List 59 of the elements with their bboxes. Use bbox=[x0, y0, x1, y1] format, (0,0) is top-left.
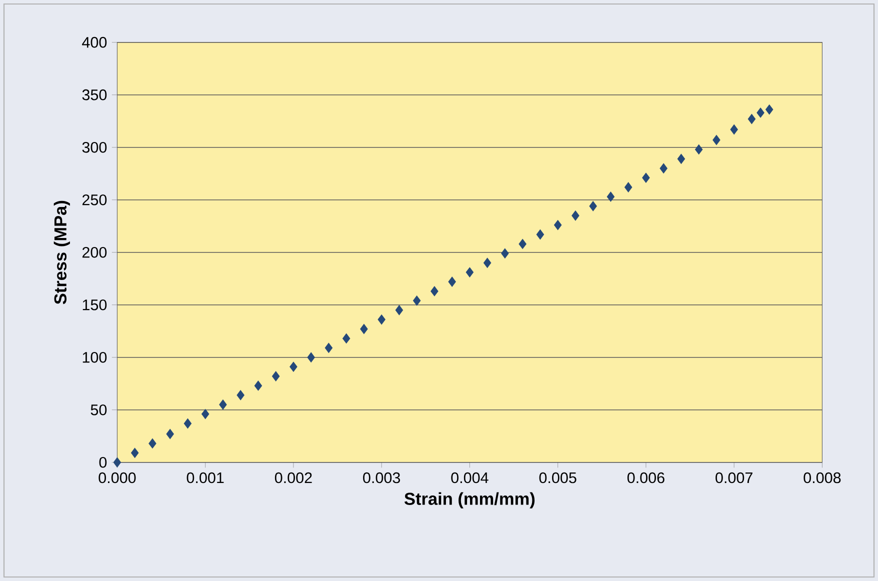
x-tick-label: 0.000 bbox=[98, 472, 136, 484]
x-tick-label: 0.005 bbox=[539, 472, 576, 484]
y-tick-label: 100 bbox=[82, 352, 107, 363]
x-tick-label: 0.006 bbox=[627, 472, 664, 484]
point bbox=[324, 342, 333, 353]
point bbox=[501, 248, 509, 258]
point bbox=[642, 172, 650, 183]
point bbox=[130, 448, 139, 458]
y-tick-label: 300 bbox=[82, 142, 107, 153]
point bbox=[518, 238, 526, 249]
point bbox=[184, 418, 192, 429]
point bbox=[166, 428, 174, 440]
x-tick-label: 0.003 bbox=[363, 472, 400, 484]
x-tick-label: 0.008 bbox=[804, 472, 841, 484]
y-tick-label: 250 bbox=[82, 194, 107, 206]
point bbox=[694, 144, 703, 154]
point bbox=[536, 229, 544, 240]
y-tick-label: 350 bbox=[82, 89, 107, 100]
point bbox=[448, 276, 456, 287]
point bbox=[342, 333, 350, 344]
point bbox=[395, 305, 404, 316]
point bbox=[624, 182, 632, 192]
point bbox=[589, 201, 597, 212]
point bbox=[466, 267, 474, 278]
y-tick-label: 50 bbox=[90, 404, 107, 416]
y-tick-label: 0 bbox=[99, 456, 107, 468]
point bbox=[219, 400, 227, 410]
point bbox=[748, 114, 756, 124]
point bbox=[272, 371, 280, 382]
point bbox=[307, 352, 315, 362]
point bbox=[712, 134, 720, 146]
point bbox=[290, 362, 298, 372]
point bbox=[572, 210, 580, 221]
y-tick-label: 400 bbox=[82, 36, 107, 48]
point bbox=[360, 324, 368, 334]
x-axis-title: Strain (mm/mm) bbox=[404, 492, 535, 508]
point bbox=[483, 258, 492, 268]
point bbox=[254, 380, 262, 391]
point bbox=[113, 457, 122, 468]
point bbox=[606, 192, 615, 202]
point bbox=[765, 104, 774, 115]
point bbox=[378, 314, 386, 325]
x-tick-label: 0.007 bbox=[716, 472, 752, 484]
x-tick-label: 0.004 bbox=[451, 472, 488, 484]
point bbox=[756, 108, 764, 118]
point bbox=[660, 163, 668, 174]
x-tick-label: 0.002 bbox=[274, 472, 312, 484]
point bbox=[554, 220, 562, 230]
point bbox=[730, 124, 738, 135]
y-tick-label: 200 bbox=[82, 246, 107, 258]
y-axis-title: Stress (MPa) bbox=[54, 200, 70, 304]
point bbox=[412, 296, 421, 306]
point bbox=[148, 438, 156, 448]
point bbox=[677, 154, 686, 164]
y-tick-label: 150 bbox=[82, 299, 107, 310]
point bbox=[236, 390, 244, 400]
x-tick-label: 0.001 bbox=[186, 472, 224, 484]
point bbox=[201, 409, 210, 420]
point bbox=[430, 286, 438, 296]
